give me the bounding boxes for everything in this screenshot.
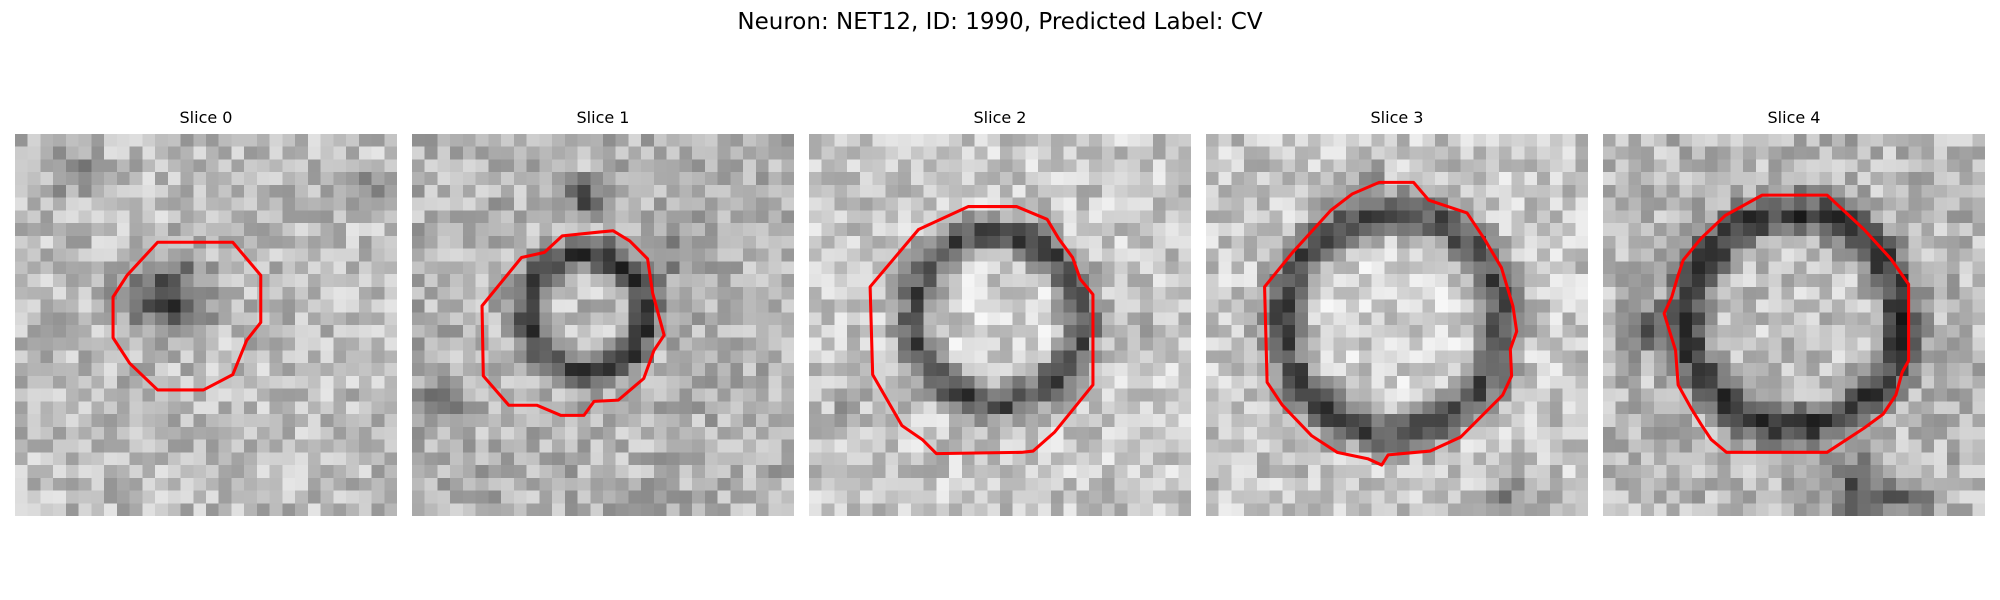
slice-title-1: Slice 1: [576, 108, 630, 127]
slice-image-4: [1603, 134, 1985, 516]
slice-image-2: [809, 134, 1191, 516]
slice-panel-3: Slice 3: [1206, 108, 1588, 530]
slice-image-0: [15, 134, 397, 516]
slice-panel-2: Slice 2: [809, 108, 1191, 530]
slice-pixels-4: [1603, 134, 1985, 516]
slice-panel-4: Slice 4: [1603, 108, 1985, 530]
slice-panel-1: Slice 1: [412, 108, 794, 530]
segmentation-contour-2: [868, 205, 1095, 456]
slice-title-3: Slice 3: [1370, 108, 1424, 127]
segmentation-contour-0: [111, 240, 263, 392]
slice-title-0: Slice 0: [179, 108, 233, 127]
slice-pixels-1: [412, 134, 794, 516]
segmentation-contour-4: [1662, 193, 1911, 454]
figure-title: Neuron: NET12, ID: 1990, Predicted Label…: [737, 9, 1263, 35]
slice-title-4: Slice 4: [1767, 108, 1821, 127]
slice-panel-0: Slice 0: [15, 108, 397, 530]
slice-image-1: [412, 134, 794, 516]
slice-pixels-3: [1206, 134, 1588, 516]
segmentation-contour-3: [1263, 180, 1519, 467]
slice-image-3: [1206, 134, 1588, 516]
segmentation-contour-1: [480, 229, 666, 417]
slice-pixels-0: [15, 134, 397, 516]
slice-pixels-2: [809, 134, 1191, 516]
slice-title-2: Slice 2: [973, 108, 1027, 127]
